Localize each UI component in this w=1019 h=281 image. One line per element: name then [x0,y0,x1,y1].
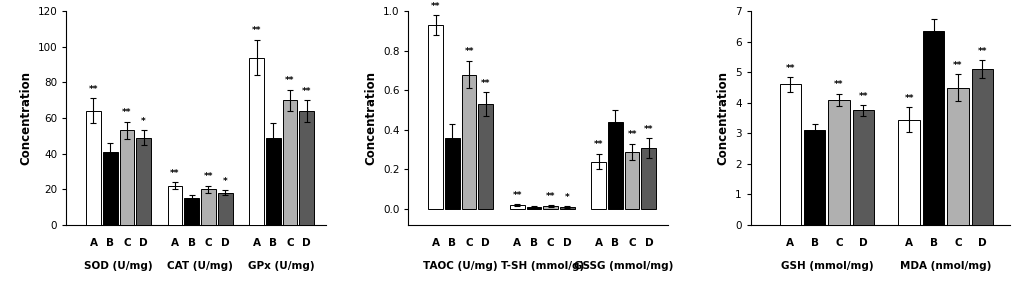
Bar [167,186,182,225]
Text: A: A [786,238,794,248]
Bar [103,152,117,225]
Text: *: * [141,117,146,126]
Text: **: ** [834,80,843,89]
Text: D: D [644,238,652,248]
Text: B: B [810,238,818,248]
Bar [625,152,639,209]
Text: **: ** [89,85,98,94]
Text: B: B [610,238,619,248]
Text: A: A [171,238,178,248]
Bar [428,25,442,209]
Text: GSH (mmol/mg): GSH (mmol/mg) [780,261,872,271]
Text: TAOC (U/mg): TAOC (U/mg) [423,261,497,271]
Text: **: ** [785,64,794,72]
Text: CAT (U/mg): CAT (U/mg) [167,261,232,271]
Text: **: ** [953,60,962,69]
Text: **: ** [481,79,490,88]
Text: **: ** [302,87,311,96]
Bar [249,58,264,225]
Text: A: A [253,238,260,248]
Bar [478,104,492,209]
Bar [591,162,605,209]
Bar [282,100,297,225]
Bar [218,193,232,225]
Text: C: C [835,238,842,248]
Text: **: ** [858,92,867,101]
Text: D: D [858,238,867,248]
Text: B: B [529,238,537,248]
Text: C: C [123,238,130,248]
Y-axis label: Concentration: Concentration [19,71,32,165]
Bar [607,122,623,209]
Text: GPx (U/mg): GPx (U/mg) [248,261,315,271]
Bar [137,138,151,225]
Text: A: A [594,238,602,248]
Text: B: B [928,238,936,248]
Bar [184,198,199,225]
Bar [444,138,460,209]
Bar [559,207,574,209]
Y-axis label: Concentration: Concentration [715,71,729,165]
Y-axis label: Concentration: Concentration [364,71,377,165]
Text: B: B [448,238,455,248]
Bar [922,31,944,225]
Text: C: C [465,238,473,248]
Bar [803,130,824,225]
Bar [827,100,849,225]
Text: D: D [562,238,571,248]
Bar [266,138,280,225]
Text: **: ** [252,26,261,35]
Text: GSSG (mmol/mg): GSSG (mmol/mg) [574,261,673,271]
Text: A: A [513,238,521,248]
Text: B: B [106,238,114,248]
Text: A: A [90,238,98,248]
Text: SOD (U/mg): SOD (U/mg) [85,261,153,271]
Bar [119,130,135,225]
Bar [543,206,557,209]
Bar [641,148,655,209]
Text: **: ** [430,2,440,11]
Bar [779,85,800,225]
Bar [86,111,101,225]
Text: D: D [977,238,985,248]
Text: D: D [221,238,229,248]
Bar [510,205,524,209]
Text: D: D [302,238,311,248]
Text: **: ** [464,47,474,56]
Text: **: ** [122,108,131,117]
Text: **: ** [285,76,294,85]
Text: C: C [953,238,961,248]
Text: MDA (nmol/mg): MDA (nmol/mg) [899,261,990,271]
Text: **: ** [170,169,179,178]
Text: A: A [431,238,439,248]
Text: B: B [187,238,196,248]
Text: **: ** [204,172,213,181]
Text: **: ** [545,192,554,201]
Bar [947,87,968,225]
Bar [971,69,993,225]
Text: *: * [222,177,227,186]
Text: **: ** [904,94,913,103]
Text: T-SH (mmol/g): T-SH (mmol/g) [500,261,583,271]
Text: **: ** [627,130,636,139]
Text: B: B [269,238,277,248]
Text: C: C [546,238,554,248]
Text: C: C [286,238,293,248]
Text: *: * [565,193,570,202]
Bar [201,189,216,225]
Text: **: ** [593,140,603,149]
Text: C: C [205,238,212,248]
Bar [462,74,476,209]
Bar [299,111,314,225]
Bar [852,110,873,225]
Text: A: A [904,238,912,248]
Text: D: D [481,238,489,248]
Text: D: D [140,238,148,248]
Text: **: ** [643,124,653,133]
Bar [526,207,541,209]
Text: **: ** [976,47,986,56]
Text: **: ** [512,191,522,200]
Bar [898,119,919,225]
Text: C: C [628,238,635,248]
